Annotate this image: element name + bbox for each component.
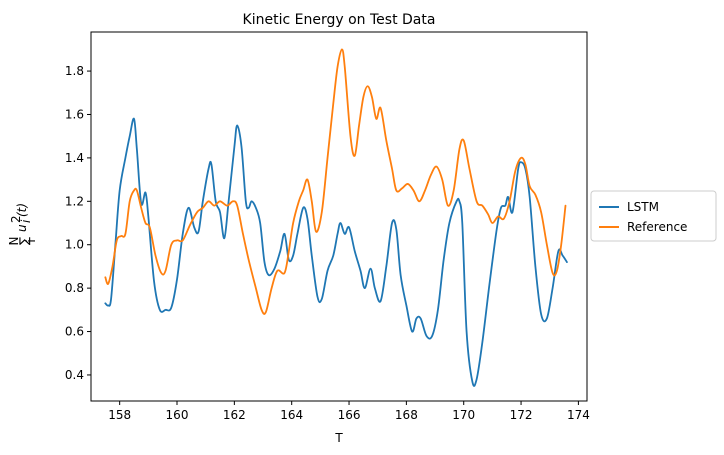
y-tick-label: 1.4 — [65, 151, 84, 165]
y-label-body: u — [15, 224, 29, 232]
legend-label-lstm: LSTM — [627, 200, 659, 214]
y-label-bottom: i — [24, 239, 38, 242]
y-label-sub: i — [19, 219, 33, 223]
x-tick-label: 170 — [452, 408, 475, 422]
x-axis-label: T — [334, 431, 343, 445]
y-tick-label: 1.8 — [65, 64, 84, 78]
x-tick-label: 174 — [567, 408, 590, 422]
y-tick-label: 0.4 — [65, 368, 84, 382]
y-label-arg: (t) — [15, 203, 29, 217]
x-tick-label: 168 — [395, 408, 418, 422]
y-tick-label: 0.8 — [65, 281, 84, 295]
y-label-sup: 2 — [9, 215, 23, 223]
legend: LSTM Reference — [590, 190, 717, 242]
x-tick-label: 172 — [510, 408, 533, 422]
plot-area: 158 160 162 164 166 168 170 172 174 0.4 0.6 0.8 1.0… — [65, 31, 590, 422]
x-tick-label: 158 — [108, 408, 131, 422]
x-tick-label: 166 — [338, 408, 361, 422]
x-tick-label: 160 — [166, 408, 189, 422]
y-label-sigma: ∑ — [17, 237, 31, 245]
y-tick-label: 1.6 — [65, 107, 84, 121]
y-label-top: N — [7, 237, 21, 246]
legend-label-reference: Reference — [627, 220, 687, 234]
legend-box — [590, 190, 717, 242]
y-tick-label: 0.6 — [65, 325, 84, 339]
y-axis-label: N ∑ i u 2 i (t) — [7, 203, 38, 246]
y-tick-label: 1.0 — [65, 238, 84, 252]
plot-frame — [90, 31, 588, 402]
y-axis-ticks: 0.4 0.6 0.8 1.0 1.2 1.4 1.6 1.8 — [65, 64, 91, 382]
x-tick-label: 164 — [280, 408, 303, 422]
series-line-reference — [104, 48, 567, 315]
chart-title: Kinetic Energy on Test Data — [243, 12, 436, 28]
series-line-lstm — [104, 117, 568, 387]
series-layer — [104, 48, 568, 387]
x-tick-label: 162 — [223, 408, 246, 422]
y-tick-label: 1.2 — [65, 194, 84, 208]
x-axis-ticks: 158 160 162 164 166 168 170 172 174 — [108, 401, 590, 422]
